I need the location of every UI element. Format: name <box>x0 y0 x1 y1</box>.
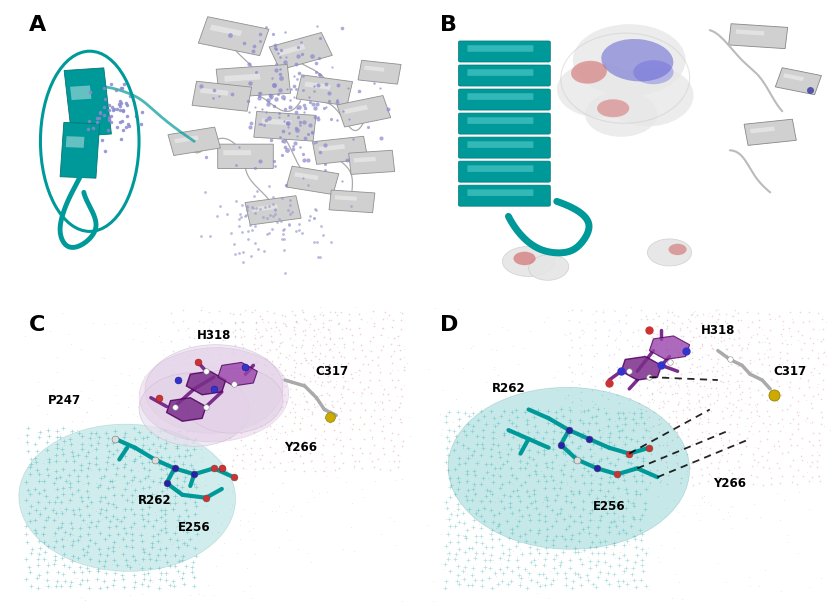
FancyBboxPatch shape <box>312 136 367 164</box>
FancyBboxPatch shape <box>458 161 550 182</box>
FancyBboxPatch shape <box>458 41 550 62</box>
FancyBboxPatch shape <box>458 65 550 86</box>
FancyBboxPatch shape <box>64 68 112 137</box>
FancyBboxPatch shape <box>736 29 764 36</box>
Polygon shape <box>186 371 226 395</box>
Text: R262: R262 <box>492 383 525 395</box>
Ellipse shape <box>597 99 629 117</box>
Ellipse shape <box>145 345 283 433</box>
FancyBboxPatch shape <box>223 150 251 155</box>
FancyBboxPatch shape <box>467 117 534 124</box>
FancyBboxPatch shape <box>296 75 352 105</box>
Ellipse shape <box>648 239 691 266</box>
FancyBboxPatch shape <box>458 137 550 158</box>
Ellipse shape <box>139 373 249 446</box>
FancyBboxPatch shape <box>467 93 534 100</box>
Ellipse shape <box>602 39 674 82</box>
Text: R262: R262 <box>138 494 172 507</box>
FancyBboxPatch shape <box>198 17 269 56</box>
Text: C: C <box>29 315 45 335</box>
FancyBboxPatch shape <box>775 68 821 94</box>
Ellipse shape <box>605 66 694 126</box>
FancyBboxPatch shape <box>319 144 345 151</box>
FancyBboxPatch shape <box>224 74 260 82</box>
FancyBboxPatch shape <box>467 141 534 148</box>
Polygon shape <box>218 362 258 386</box>
Ellipse shape <box>669 244 686 255</box>
Ellipse shape <box>139 348 289 442</box>
FancyBboxPatch shape <box>467 69 534 76</box>
Ellipse shape <box>513 252 535 265</box>
FancyBboxPatch shape <box>245 196 301 225</box>
Ellipse shape <box>571 61 607 83</box>
Ellipse shape <box>18 424 236 571</box>
FancyBboxPatch shape <box>354 157 376 162</box>
Ellipse shape <box>633 60 674 84</box>
FancyBboxPatch shape <box>467 166 534 172</box>
Text: D: D <box>440 315 458 335</box>
FancyBboxPatch shape <box>60 123 100 178</box>
Ellipse shape <box>557 63 637 117</box>
FancyBboxPatch shape <box>277 44 305 56</box>
FancyBboxPatch shape <box>70 85 91 100</box>
FancyBboxPatch shape <box>269 32 332 70</box>
Text: H318: H318 <box>197 329 231 343</box>
Text: H318: H318 <box>701 324 735 337</box>
Ellipse shape <box>585 92 658 137</box>
FancyBboxPatch shape <box>343 105 368 114</box>
FancyBboxPatch shape <box>216 64 290 98</box>
FancyBboxPatch shape <box>458 89 550 110</box>
Polygon shape <box>167 398 206 421</box>
FancyBboxPatch shape <box>364 66 384 72</box>
FancyBboxPatch shape <box>335 196 357 200</box>
FancyBboxPatch shape <box>286 166 339 194</box>
Text: C317: C317 <box>774 365 807 378</box>
FancyBboxPatch shape <box>192 82 252 111</box>
FancyBboxPatch shape <box>783 74 804 81</box>
FancyBboxPatch shape <box>294 172 319 180</box>
FancyBboxPatch shape <box>175 135 199 143</box>
Text: E256: E256 <box>178 520 211 534</box>
FancyBboxPatch shape <box>750 126 775 133</box>
FancyBboxPatch shape <box>458 113 550 134</box>
Text: A: A <box>29 15 46 35</box>
FancyBboxPatch shape <box>210 25 242 36</box>
FancyBboxPatch shape <box>168 127 221 156</box>
FancyBboxPatch shape <box>458 185 550 206</box>
Ellipse shape <box>448 387 690 549</box>
FancyBboxPatch shape <box>305 82 331 89</box>
Ellipse shape <box>529 254 569 280</box>
FancyBboxPatch shape <box>744 119 796 145</box>
Text: C317: C317 <box>315 365 349 378</box>
Text: B: B <box>440 15 457 35</box>
FancyBboxPatch shape <box>217 144 274 169</box>
Ellipse shape <box>185 368 283 433</box>
FancyBboxPatch shape <box>467 45 534 51</box>
FancyBboxPatch shape <box>329 190 375 213</box>
Text: E256: E256 <box>593 500 625 513</box>
FancyBboxPatch shape <box>252 204 278 212</box>
FancyBboxPatch shape <box>337 96 391 127</box>
Text: Y266: Y266 <box>284 441 317 454</box>
FancyBboxPatch shape <box>201 88 228 96</box>
FancyBboxPatch shape <box>467 189 534 196</box>
FancyBboxPatch shape <box>262 118 292 126</box>
Ellipse shape <box>573 24 685 96</box>
FancyBboxPatch shape <box>254 112 316 141</box>
Polygon shape <box>649 336 690 359</box>
FancyBboxPatch shape <box>349 150 394 174</box>
Ellipse shape <box>503 246 555 276</box>
FancyBboxPatch shape <box>65 136 85 148</box>
Text: Y266: Y266 <box>713 476 747 490</box>
FancyBboxPatch shape <box>728 24 788 48</box>
Text: P247: P247 <box>48 394 81 407</box>
FancyBboxPatch shape <box>358 60 401 84</box>
Polygon shape <box>621 357 661 380</box>
